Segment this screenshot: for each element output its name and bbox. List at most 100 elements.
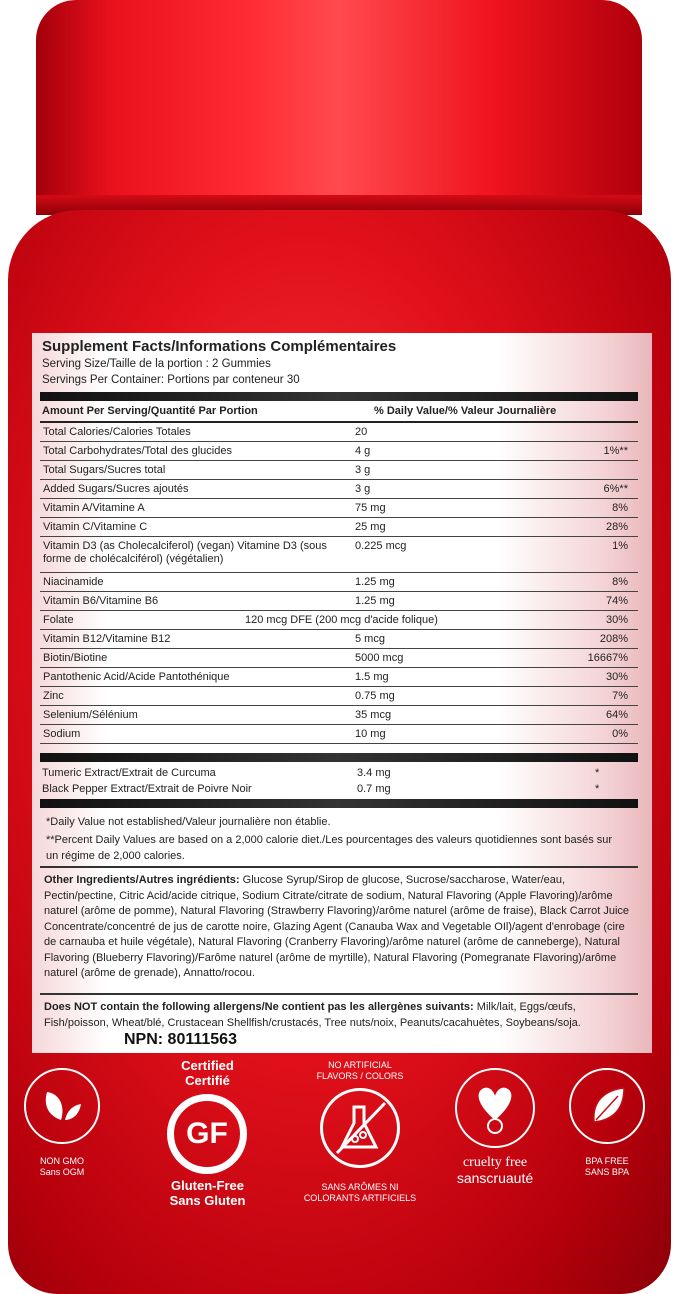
nutrient-name: Vitamin A/Vitamine A: [43, 502, 145, 514]
footnote-percent: **Percent Daily Values are based on a 2,…: [46, 834, 613, 862]
leaf-icon: [569, 1068, 645, 1144]
nutrient-name: Selenium/Sélénium: [43, 709, 138, 721]
extract-name: Tumeric Extract/Extrait de Curcuma: [42, 767, 216, 779]
nutrient-amount: 120 mcg DFE (200 mcg d'acide folique): [245, 614, 438, 626]
nutrient-dv: 0%: [612, 728, 628, 740]
table-row: Sodium 10 mg 0%: [40, 725, 638, 744]
table-row: Vitamin A/Vitamine A 75 mg 8%: [40, 499, 638, 518]
table-row: Zinc 0.75 mg 7%: [40, 687, 638, 706]
nutrient-amount: 20: [355, 426, 368, 438]
nutrient-name: Vitamin B12/Vitamine B12: [43, 633, 171, 645]
nutrient-dv: 74%: [605, 595, 628, 607]
cruelty-line1: cruelty free: [462, 1155, 528, 1170]
table-row: Biotin/Biotine 5000 mcg 16667%: [40, 649, 638, 668]
header-daily-value: % Daily Value/% Valeur Journalière: [374, 405, 557, 417]
footnote-daily-value: *Daily Value not established/Valeur jour…: [46, 816, 331, 828]
extract-name: Black Pepper Extract/Extrait de Poivre N…: [42, 783, 252, 795]
nutrient-name: Vitamin D3 (as Cholecalciferol) (vegan) …: [43, 540, 327, 565]
nutrient-name: Vitamin C/Vitamine C: [43, 521, 148, 533]
extra-row: Black Pepper Extract/Extrait de Poivre N…: [42, 783, 599, 795]
table-row: Added Sugars/Sucres ajoutés 3 g 6%**: [40, 480, 638, 499]
nutrient-amount: 35 mcg: [355, 709, 392, 721]
table-row: Folate 120 mcg DFE (200 mcg d'acide foliq…: [40, 611, 638, 630]
nutrient-amount: 25 mg: [355, 521, 386, 533]
nutrient-dv: 208%: [599, 633, 628, 645]
nutrient-dv: 7%: [612, 690, 628, 702]
nutrient-dv: 8%: [612, 502, 628, 514]
nutrient-amount: 4 g: [355, 445, 371, 457]
table-row: Total Carbohydrates/Total des glucides 4 …: [40, 442, 638, 461]
table-row: Vitamin B12/Vitamine B12 5 mcg 208%: [40, 630, 638, 649]
gf-line2: Sans Gluten: [169, 1193, 246, 1208]
gf-top1: Certified: [181, 1058, 234, 1073]
bpa-line1: BPA FREE: [585, 1156, 629, 1166]
table-header: Amount Per Serving/Quantité Par Portion …: [42, 405, 612, 417]
badge-gluten-free: Certified Certifié GF Gluten-Free Sans G…: [155, 1058, 260, 1208]
nutrient-dv: 1%**: [603, 445, 628, 457]
nutrient-amount: 5000 mcg: [355, 652, 404, 664]
allergens-label: Does NOT contain the following allergens…: [44, 1001, 474, 1013]
crossed-flask-icon: [320, 1088, 400, 1168]
divider-line: [40, 866, 638, 868]
gf-icon: GF: [167, 1094, 247, 1174]
cruelty-line2: sanscruauté: [456, 1170, 534, 1186]
nutrient-amount: 0.75 mg: [355, 690, 395, 702]
no-art-line1: SANS ARÔMES NI: [321, 1182, 399, 1192]
nutrient-amount: 10 mg: [355, 728, 386, 740]
no-art-top1: NO ARTIFICIAL: [328, 1060, 392, 1070]
non-gmo-line2: Sans OGM: [39, 1167, 85, 1177]
divider-bar: [40, 392, 638, 401]
nutrient-name: Biotin/Biotine: [43, 652, 108, 664]
extract-dv: *: [595, 783, 600, 795]
nutrient-name: Total Sugars/Sucres total: [43, 464, 166, 476]
nutrient-amount: 75 mg: [355, 502, 386, 514]
nutrient-name: Zinc: [43, 690, 64, 702]
non-gmo-line1: NON GMO: [40, 1156, 84, 1166]
nutrient-name: Total Calories/Calories Totales: [43, 426, 191, 438]
nutrient-name: Total Carbohydrates/Total des glucides: [43, 445, 232, 457]
allergens: Does NOT contain the following allergens…: [44, 1000, 634, 1050]
nutrient-dv: 30%: [605, 671, 628, 683]
gf-top2: Certifié: [185, 1073, 230, 1088]
nutrient-table: Total Calories/Calories Totales 20 Total C…: [40, 421, 638, 744]
ingredients-label: Other Ingredients/Autres ingrédients:: [44, 874, 240, 886]
gf-line1: Gluten-Free: [171, 1178, 244, 1193]
table-row: Vitamin C/Vitamine C 25 mg 28%: [40, 518, 638, 537]
nutrient-dv: 6%**: [603, 483, 628, 495]
bottle-cap: [36, 0, 642, 215]
nutrient-dv: 28%: [605, 521, 628, 533]
nutrient-name: Pantothenic Acid/Acide Pantothénique: [43, 671, 230, 683]
npn-number: NPN: 80111563: [124, 1031, 237, 1048]
nutrient-amount: 5 mcg: [355, 633, 385, 645]
nutrient-amount: 3 g: [355, 464, 371, 476]
label-title: Supplement Facts/Informations Complément…: [42, 338, 397, 355]
extract-amount: 3.4 mg: [357, 767, 391, 779]
divider-bar: [40, 753, 638, 762]
other-ingredients: Other Ingredients/Autres ingrédients: Gl…: [44, 873, 634, 982]
header-amount: Amount Per Serving/Quantité Par Portion: [42, 405, 258, 417]
serving-size: Serving Size/Taille de la portion : 2 Gu…: [42, 358, 271, 370]
nutrient-amount: 3 g: [355, 483, 371, 495]
table-row: Vitamin D3 (as Cholecalciferol) (vegan) …: [40, 537, 638, 573]
extract-dv: *: [595, 767, 600, 779]
table-row: Total Calories/Calories Totales 20: [40, 423, 638, 442]
nutrient-dv: 16667%: [587, 652, 628, 664]
table-row: Selenium/Sélénium 35 mcg 64%: [40, 706, 638, 725]
nutrient-amount: 0.225 mcg: [355, 540, 407, 552]
nutrient-dv: 8%: [612, 576, 628, 588]
badge-no-artificial: NO ARTIFICIAL FLAVORS / COLORS SANS ARÔM…: [285, 1060, 435, 1203]
table-row: Vitamin B6/Vitamine B6 1.25 mg 74%: [40, 592, 638, 611]
extra-row: Tumeric Extract/Extrait de Curcuma 3.4 mg…: [42, 767, 599, 779]
nutrient-dv: 1%: [612, 540, 628, 552]
nutrient-name: Vitamin B6/Vitamine B6: [43, 595, 159, 607]
divider-line: [40, 993, 638, 995]
table-row: Pantothenic Acid/Acide Pantothénique 1.5 …: [40, 668, 638, 687]
allergens-text: Milk/lait, Eggs/œufs, Fish/poisson, Whea…: [44, 1001, 581, 1029]
nutrient-dv: 30%: [605, 614, 628, 626]
table-row: Niacinamide 1.25 mg 8%: [40, 573, 638, 592]
no-art-line2: COLORANTS ARTIFICIELS: [303, 1193, 417, 1203]
nutrient-name: Added Sugars/Sucres ajoutés: [43, 483, 189, 495]
servings-per-container: Servings Per Container: Portions par con…: [42, 374, 300, 386]
no-art-top2: FLAVORS / COLORS: [316, 1071, 404, 1081]
nutrient-name: Sodium: [43, 728, 81, 740]
